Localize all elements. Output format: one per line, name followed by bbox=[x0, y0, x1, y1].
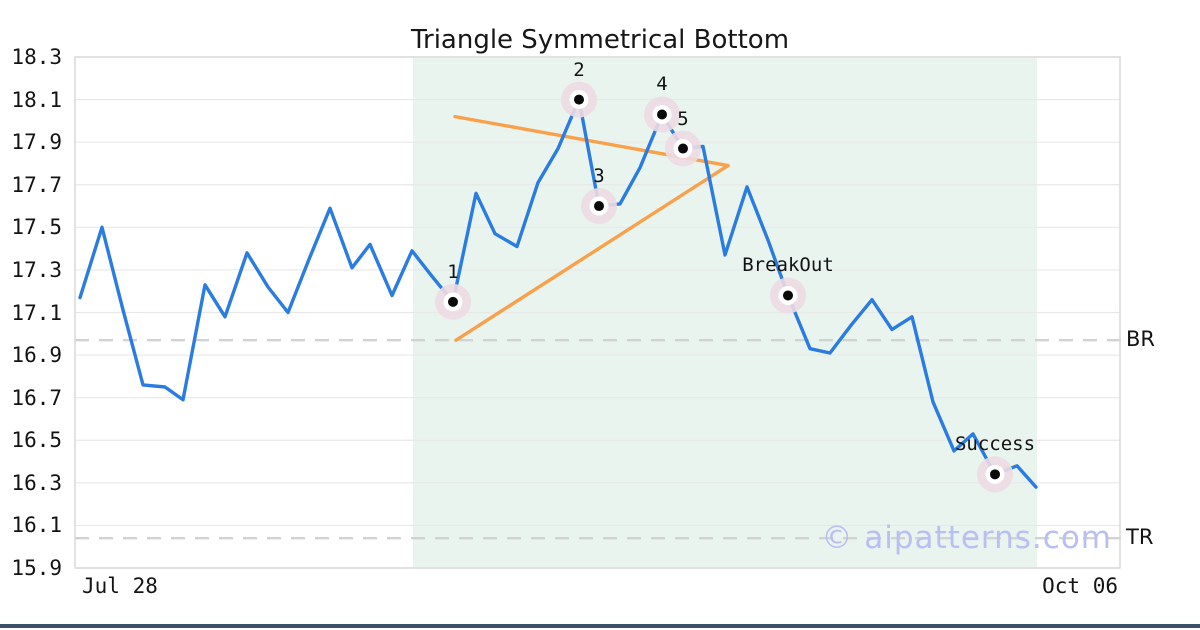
y-tick-label: 16.7 bbox=[11, 385, 62, 410]
marker-dot-2 bbox=[574, 94, 584, 105]
y-tick-label: 18.1 bbox=[11, 87, 62, 112]
trendline-lower bbox=[454, 163, 730, 342]
level-label-br: BR bbox=[1126, 327, 1155, 352]
y-tick-label: 16.5 bbox=[11, 428, 62, 453]
watermark: © aipatterns.com bbox=[821, 520, 1112, 556]
y-tick-label: 17.5 bbox=[11, 215, 62, 240]
chart-title: Triangle Symmetrical Bottom bbox=[410, 25, 790, 55]
marker-dot-breakout bbox=[783, 290, 793, 301]
marker-dot-success bbox=[990, 469, 1000, 480]
bottom-accent-bar bbox=[0, 624, 1200, 628]
annotation-5: 5 bbox=[677, 107, 689, 130]
y-tick-label: 17.7 bbox=[11, 172, 62, 197]
x-tick-start: Jul 28 bbox=[82, 574, 158, 598]
annotation-2: 2 bbox=[573, 58, 585, 81]
annotation-breakout: BreakOut bbox=[742, 254, 834, 277]
annotation-3: 3 bbox=[593, 165, 605, 188]
marker-dot-1 bbox=[448, 296, 458, 307]
price-line bbox=[78, 97, 1038, 489]
y-tick-label: 17.3 bbox=[11, 257, 62, 282]
y-tick-label: 17.1 bbox=[11, 300, 62, 325]
plot-border bbox=[74, 56, 1121, 569]
y-tick-label: 15.9 bbox=[11, 556, 62, 580]
annotation-4: 4 bbox=[656, 73, 668, 96]
annotation-1: 1 bbox=[447, 260, 459, 283]
x-tick-end: Oct 06 bbox=[1042, 574, 1118, 598]
y-tick-label: 16.3 bbox=[11, 470, 62, 495]
y-tick-label: 16.9 bbox=[11, 343, 62, 368]
level-label-tr: TR bbox=[1126, 525, 1154, 550]
marker-dot-3 bbox=[594, 201, 604, 212]
y-tick-label: 16.1 bbox=[11, 513, 62, 538]
y-tick-label: 17.9 bbox=[11, 130, 62, 155]
marker-dot-5 bbox=[678, 143, 688, 154]
marker-dot-4 bbox=[657, 109, 667, 120]
y-tick-label: 18.3 bbox=[11, 45, 62, 69]
annotation-success: Success bbox=[954, 433, 1036, 456]
